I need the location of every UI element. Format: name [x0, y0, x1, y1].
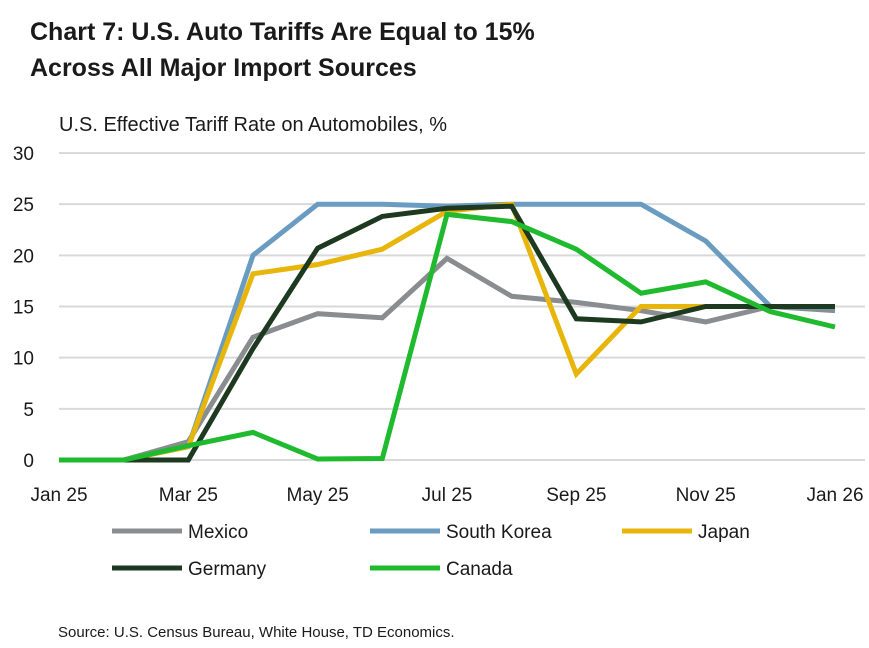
legend-label-south-korea: South Korea: [446, 522, 552, 543]
chart-title-line-1: Chart 7: U.S. Auto Tariffs Are Equal to …: [30, 18, 535, 46]
x-tick-label: Jan 26: [806, 485, 863, 506]
legend-label-germany: Germany: [188, 559, 267, 580]
series-line-canada: [59, 211, 836, 463]
series-lines: [59, 201, 836, 463]
legend-label-japan: Japan: [698, 522, 750, 543]
y-tick-label: 5: [23, 400, 34, 421]
y-tick-label: 25: [13, 195, 34, 216]
x-axis-ticks: Jan 25 Mar 25 May 25 Jul 25 Sep 25 Nov 25 Jan …: [30, 485, 863, 506]
y-tick-label: 15: [13, 298, 34, 319]
legend: Mexico South Korea Japan Germany Canada: [112, 522, 750, 580]
source-note: Source: U.S. Census Bureau, White House,…: [58, 624, 455, 641]
y-tick-label: 0: [23, 451, 34, 472]
y-tick-label: 10: [13, 349, 34, 370]
series-line-germany: [59, 203, 835, 463]
y-axis-label: U.S. Effective Tariff Rate on Automobile…: [59, 114, 447, 136]
legend-label-mexico: Mexico: [188, 522, 248, 543]
x-tick-label: May 25: [287, 485, 349, 506]
y-tick-label: 30: [13, 144, 34, 165]
series-line-japan: [59, 201, 835, 463]
x-tick-label: Jan 25: [30, 485, 87, 506]
y-axis-ticks: 0 5 10 15 20 25 30: [13, 144, 34, 472]
chart-title: Chart 7: U.S. Auto Tariffs Are Equal to …: [30, 14, 850, 86]
x-tick-label: Mar 25: [159, 485, 218, 506]
y-tick-label: 20: [13, 246, 34, 267]
legend-label-canada: Canada: [446, 559, 513, 580]
chart-title-line-2: Across All Major Import Sources: [30, 54, 417, 82]
x-tick-label: Jul 25: [422, 485, 473, 506]
x-tick-label: Sep 25: [546, 485, 606, 506]
series-line-south-korea: [59, 201, 836, 463]
x-tick-label: Nov 25: [676, 485, 736, 506]
